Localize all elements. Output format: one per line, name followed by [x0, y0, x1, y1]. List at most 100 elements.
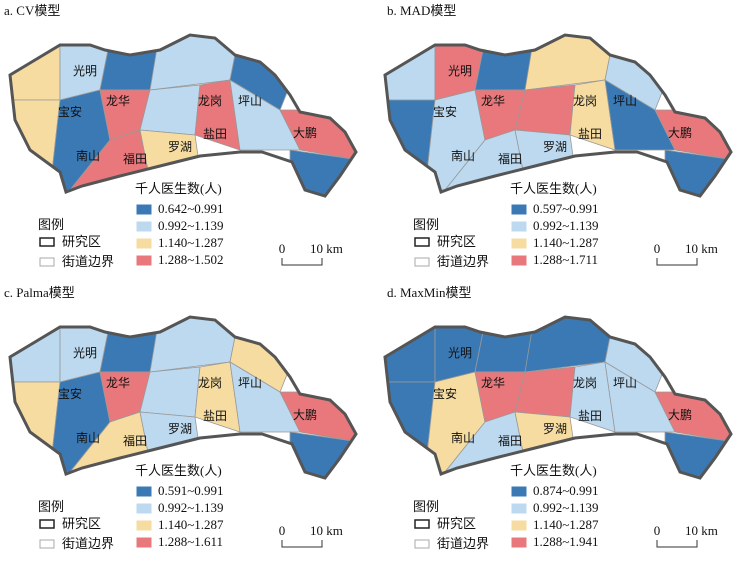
legend-label: 0.992~1.139	[533, 500, 599, 515]
scale-bar	[656, 540, 698, 548]
scale-end: 10 km	[685, 523, 718, 538]
legend-street-symbol	[414, 257, 430, 267]
district-label: 盐田	[203, 409, 227, 423]
district-label: 大鹏	[668, 408, 692, 422]
legend-study-symbol	[414, 519, 430, 529]
legend-study: 研究区	[437, 516, 476, 531]
district-label: 南山	[451, 148, 475, 163]
scale-bar	[656, 258, 698, 266]
legend-label: 0.874~0.991	[533, 483, 599, 498]
legend-header: 图例	[38, 217, 64, 232]
street-area	[10, 99, 61, 191]
map	[385, 35, 731, 196]
legend-swatch	[135, 203, 153, 216]
district-label: 宝安	[433, 104, 457, 119]
legend-label: 0.992~1.139	[158, 500, 224, 515]
legend-label: 0.591~0.991	[158, 483, 224, 498]
district-label: 光明	[73, 346, 97, 360]
legend-swatch	[135, 254, 153, 267]
legend-title: 千人医生数(人)	[510, 181, 597, 196]
scale-start: 0	[279, 523, 286, 538]
legend-label: 0.642~0.991	[158, 201, 224, 216]
district-label: 龙华	[481, 376, 505, 390]
legend-street-symbol	[414, 539, 430, 549]
district-label: 福田	[498, 433, 522, 448]
street-area	[514, 366, 576, 418]
street-area	[514, 84, 576, 136]
scale-end: 10 km	[310, 241, 343, 256]
legend-swatch	[135, 519, 153, 532]
district-label: 大鹏	[293, 408, 317, 422]
district-label: 龙华	[106, 376, 130, 390]
district-label: 大鹏	[668, 126, 692, 140]
legend-header: 图例	[413, 499, 439, 514]
legend-street: 街道边界	[437, 536, 489, 551]
legend-swatch	[510, 254, 528, 267]
map	[10, 35, 356, 196]
district-label: 龙岗	[198, 94, 222, 108]
scale-end: 10 km	[685, 241, 718, 256]
legend-study: 研究区	[62, 516, 101, 531]
street-area	[514, 411, 576, 463]
district-label: 罗湖	[168, 421, 192, 436]
district-label: 盐田	[203, 127, 227, 141]
scale-bar	[281, 540, 323, 548]
legend-street-symbol	[39, 539, 55, 549]
district-label: 光明	[448, 64, 472, 78]
panel-title: d. MaxMin模型	[387, 285, 472, 300]
district-label: 福田	[123, 151, 147, 166]
legend-label: 1.140~1.287	[533, 235, 599, 250]
legend-swatch	[135, 237, 153, 250]
legend-label: 0.992~1.139	[533, 218, 599, 233]
legend-study-symbol	[414, 237, 430, 247]
district-label: 福田	[498, 151, 522, 166]
district-label: 盐田	[578, 409, 602, 423]
district-label: 南山	[451, 430, 475, 445]
legend-swatch	[510, 220, 528, 233]
street-area	[139, 84, 201, 136]
legend-label: 1.288~1.941	[533, 534, 599, 549]
legend-swatch	[510, 519, 528, 532]
legend-swatch	[510, 203, 528, 216]
district-label: 宝安	[58, 386, 82, 401]
legend-label: 1.140~1.287	[533, 517, 599, 532]
legend-header: 图例	[413, 217, 439, 232]
legend-swatch	[510, 502, 528, 515]
street-area	[10, 381, 61, 473]
district-label: 坪山	[613, 94, 637, 108]
legend-street: 街道边界	[62, 254, 114, 269]
legend-label: 1.140~1.287	[158, 517, 224, 532]
legend-title: 千人医生数(人)	[510, 463, 597, 478]
map	[385, 317, 731, 478]
panel-title: b. MAD模型	[387, 3, 456, 18]
district-label: 罗湖	[168, 139, 192, 154]
district-label: 坪山	[238, 376, 262, 390]
legend-study-symbol	[39, 237, 55, 247]
street-area	[514, 129, 576, 181]
legend-label: 1.140~1.287	[158, 235, 224, 250]
legend-street: 街道边界	[437, 254, 489, 269]
district-label: 罗湖	[543, 139, 567, 154]
legend-swatch	[135, 485, 153, 498]
legend-swatch	[135, 536, 153, 549]
district-label: 盐田	[578, 127, 602, 141]
legend-study: 研究区	[437, 234, 476, 249]
legend-header: 图例	[38, 499, 64, 514]
district-label: 南山	[76, 148, 100, 163]
district-label: 坪山	[613, 376, 637, 390]
legend-label: 1.288~1.711	[533, 252, 598, 267]
district-label: 坪山	[238, 94, 262, 108]
legend-label: 1.288~1.502	[158, 252, 224, 267]
legend-title: 千人医生数(人)	[135, 463, 222, 478]
legend-swatch	[510, 237, 528, 250]
district-label: 龙华	[106, 94, 130, 108]
district-label: 光明	[73, 64, 97, 78]
legend-swatch	[510, 536, 528, 549]
scale-start: 0	[279, 241, 286, 256]
map	[10, 317, 356, 478]
legend-street-symbol	[39, 257, 55, 267]
